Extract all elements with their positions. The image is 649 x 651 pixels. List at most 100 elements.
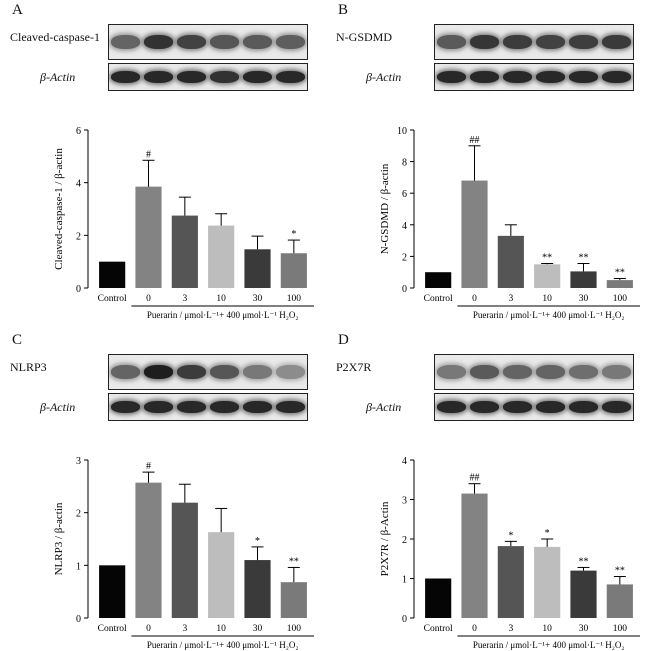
blot-band — [144, 365, 173, 379]
blot-band — [503, 35, 532, 49]
y-tick-label: 6 — [402, 189, 407, 200]
x-tick-label: Control — [98, 294, 127, 304]
western-blot-actin — [108, 63, 308, 91]
blot-band — [243, 401, 272, 413]
significance-mark: ## — [470, 135, 480, 146]
actin-label: β-Actin — [40, 400, 76, 414]
bar — [244, 560, 271, 618]
blot-band — [177, 401, 206, 413]
y-axis-label: N-GSDMD / β-actin — [379, 163, 391, 254]
y-tick-label: 3 — [76, 456, 81, 467]
y-axis-label: NLRP3 / β-actin — [53, 502, 65, 575]
blot-band — [243, 71, 272, 83]
panel-label: A — [12, 2, 23, 18]
y-tick-label: 1 — [76, 561, 81, 572]
western-blot-actin — [434, 63, 634, 91]
x-tick-label: 10 — [216, 294, 226, 304]
significance-mark: # — [146, 461, 151, 472]
blot-band — [276, 71, 305, 83]
bar — [135, 186, 162, 288]
blot-band — [111, 35, 140, 49]
panel-label: D — [338, 332, 349, 348]
group-bracket-label: Puerarin / μmol·L⁻¹+ 400 μmol·L⁻¹ H₂O₂ — [147, 310, 299, 320]
blot-band — [177, 35, 206, 49]
significance-mark: * — [255, 536, 260, 547]
blot-band — [276, 365, 305, 379]
significance-mark: * — [508, 530, 513, 541]
x-tick-label: 100 — [287, 624, 302, 634]
bar — [497, 546, 524, 618]
panel-c: C NLRP3 β-Actin 0 1 2 3 NLRP3 / β-actin Contr… — [0, 330, 320, 650]
y-tick-label: 0 — [76, 614, 81, 625]
bar — [244, 249, 271, 288]
bar — [534, 546, 561, 618]
y-tick-label: 2 — [402, 252, 407, 263]
significance-mark: ## — [470, 473, 480, 484]
blot-band — [210, 365, 239, 379]
y-tick-label: 10 — [397, 126, 407, 137]
blot-band — [177, 71, 206, 83]
bar — [208, 225, 235, 288]
y-tick-label: 0 — [402, 614, 407, 625]
y-tick-label: 6 — [76, 126, 81, 137]
blot-band — [503, 365, 532, 379]
western-blot-main — [434, 24, 634, 60]
bar-chart: 0 1 2 3 NLRP3 / β-actin Control #0 3 10 * 30 ** 100 P… — [53, 456, 314, 650]
bar — [606, 280, 633, 288]
blot-band — [437, 71, 466, 83]
blot-label: N-GSDMD — [336, 30, 393, 44]
blot-band — [536, 401, 565, 413]
panel-d: D P2X7R β-Actin 0 1 2 3 4 P2X7R / β-Actin Cont… — [326, 330, 646, 650]
x-tick-label: 3 — [508, 624, 513, 634]
bar — [208, 532, 235, 618]
blot-band — [569, 401, 598, 413]
y-tick-label: 4 — [76, 179, 81, 190]
blot-band — [177, 365, 206, 379]
blot-band — [602, 35, 631, 49]
blot-label: P2X7R — [336, 360, 372, 374]
blot-band — [470, 71, 499, 83]
x-tick-label: 3 — [182, 624, 187, 634]
blot-band — [243, 35, 272, 49]
x-tick-label: 30 — [579, 624, 589, 634]
bar — [606, 584, 633, 618]
blot-band — [144, 35, 173, 49]
group-bracket-label: Puerarin / μmol·L⁻¹+ 400 μmol·L⁻¹ H₂O₂ — [147, 640, 299, 650]
bar — [461, 493, 488, 618]
blot-band — [437, 35, 466, 49]
y-tick-label: 3 — [402, 496, 407, 507]
panel-label: B — [338, 2, 349, 18]
blot-band — [569, 365, 598, 379]
group-bracket-label: Puerarin / μmol·L⁻¹+ 400 μmol·L⁻¹ H₂O₂ — [473, 640, 625, 650]
x-tick-label: 3 — [182, 294, 187, 304]
blot-band — [111, 365, 140, 379]
bar — [461, 180, 488, 288]
blot-band — [111, 401, 140, 413]
bar — [570, 570, 597, 618]
blot-band — [503, 71, 532, 83]
actin-label: β-Actin — [366, 70, 402, 84]
bar — [425, 578, 452, 618]
x-tick-label: 3 — [508, 294, 513, 304]
bar — [497, 235, 524, 288]
significance-mark: ** — [615, 566, 625, 577]
y-tick-label: 2 — [76, 509, 81, 520]
blot-band — [470, 35, 499, 49]
x-tick-label: 10 — [542, 294, 552, 304]
significance-mark: * — [291, 229, 296, 240]
y-axis-label: P2X7R / β-Actin — [379, 501, 391, 576]
blot-band — [144, 71, 173, 83]
y-tick-label: 2 — [76, 231, 81, 242]
western-blot-main — [108, 354, 308, 390]
significance-mark: ** — [579, 556, 589, 567]
panel-a: A Cleaved-caspase-1 β-Actin 0 2 4 6 Cleaved-… — [0, 0, 320, 320]
actin-label: β-Actin — [366, 400, 402, 414]
blot-band — [569, 71, 598, 83]
y-tick-label: 1 — [402, 575, 407, 586]
x-tick-label: Control — [424, 294, 453, 304]
x-tick-label: 0 — [472, 294, 477, 304]
panel-label: C — [12, 332, 23, 348]
western-blot-main — [434, 354, 634, 390]
actin-label: β-Actin — [40, 70, 76, 84]
x-tick-label: 0 — [472, 624, 477, 634]
